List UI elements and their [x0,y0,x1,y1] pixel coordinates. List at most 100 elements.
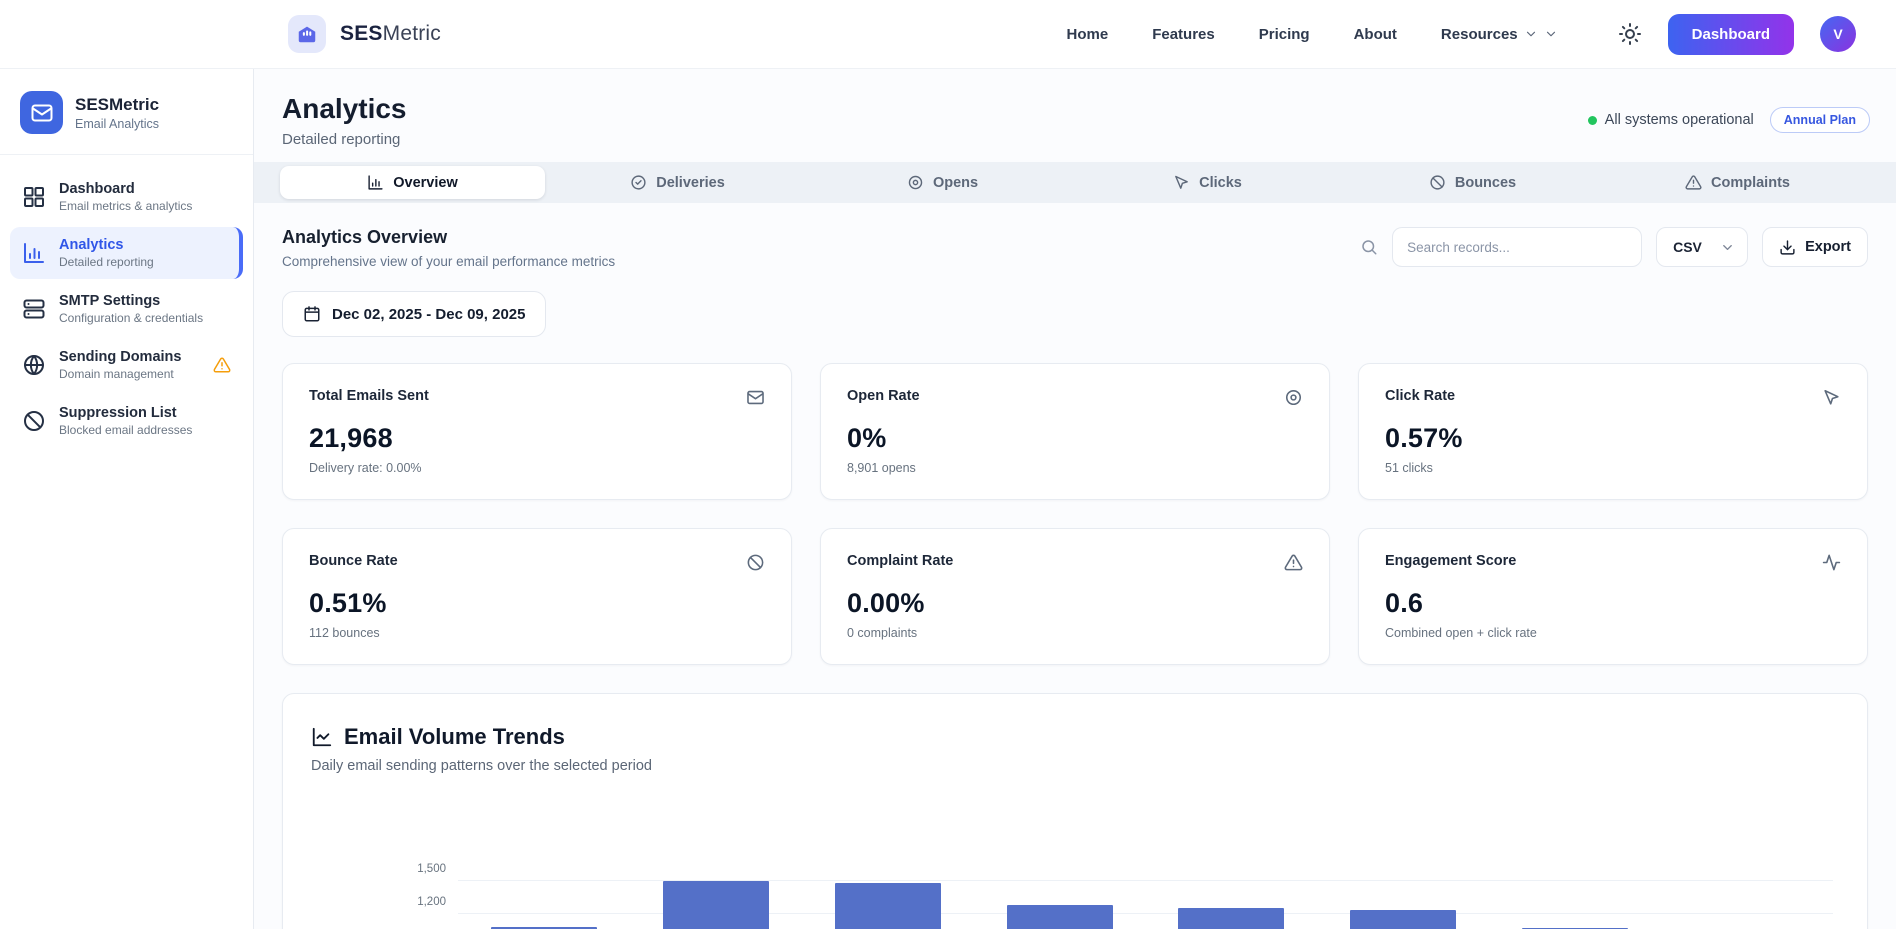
ban-icon [746,553,765,572]
nav-link-pricing[interactable]: Pricing [1258,25,1310,43]
status-dot [1587,115,1597,125]
mail-icon [746,388,765,407]
page-title: Analytics [282,93,407,124]
tab-complaints[interactable]: Complaints [1605,166,1870,199]
line-chart-icon [311,726,333,748]
target-icon [1284,388,1303,407]
export-format-value: CSV [1673,239,1702,255]
search-input[interactable] [1392,227,1643,267]
sidebar-item-sublabel: Blocked email addresses [59,423,193,437]
sidebar-item-sublabel: Email metrics & analytics [59,199,193,213]
export-label: Export [1805,239,1851,255]
sidebar-item-label: SMTP Settings [59,293,161,309]
date-range-picker[interactable]: Dec 02, 2025 - Dec 09, 2025 [282,291,547,337]
sidebar-item-suppression-list[interactable]: Suppression List Blocked email addresses [10,395,243,447]
metric-sublabel: Combined open + click rate [1385,626,1537,640]
metric-card-engagement-score: Engagement Score 0.6 Combined open + click… [1358,528,1868,665]
theme-toggle-sun-icon[interactable] [1618,22,1642,46]
main-content: Analytics Detailed reporting All systems… [254,69,1896,929]
y-axis-tick: 1,200 [417,896,446,908]
system-status: All systems operational [1587,112,1754,128]
chevron-down-icon [1720,240,1735,255]
sidebar-item-analytics[interactable]: Analytics Detailed reporting [10,227,243,279]
mail-icon [20,91,63,134]
warning-triangle-icon [213,356,231,374]
metric-value: 0.6 [1385,588,1424,618]
top-navbar: SESMetric Home Features Pricing About Resou… [0,0,1896,69]
tab-label: Overview [393,174,458,191]
tab-label: Deliveries [656,174,725,191]
chart-bar-4[interactable] [1006,904,1113,929]
brand-logo[interactable]: SESMetric [288,15,441,53]
email-volume-trends-card: Email Volume Trends Daily email sending … [282,693,1868,929]
tab-overview[interactable]: Overview [280,166,545,199]
sidebar-item-sending-domains[interactable]: Sending Domains Domain management [10,339,243,391]
tab-label: Bounces [1454,174,1517,191]
sidebar-subtitle: Email Analytics [75,116,160,131]
sidebar: SESMetric Email Analytics Dashboard Email… [0,69,254,929]
sidebar-item-label: Suppression List [59,405,177,421]
target-icon [907,174,924,191]
chart-title: Email Volume Trends [344,724,565,749]
cursor-icon [1822,388,1841,407]
metric-card-bounce-rate: Bounce Rate 0.51% 112 bounces [282,528,792,665]
dashboard-button[interactable]: Dashboard [1667,13,1794,55]
tab-label: Clicks [1199,174,1242,191]
tab-bounces[interactable]: Bounces [1340,166,1605,199]
tab-clicks[interactable]: Clicks [1075,166,1340,199]
sidebar-item-smtp-settings[interactable]: SMTP Settings Configuration & credentials [10,283,243,335]
metric-sublabel: 112 bounces [309,626,380,640]
page-subtitle: Detailed reporting [282,131,401,148]
metric-title: Complaint Rate [847,553,954,569]
sidebar-title: SESMetric [75,94,160,114]
ban-icon [22,409,46,433]
gridline [458,913,1833,914]
export-button[interactable]: Export [1762,227,1868,267]
chart-bar-7[interactable] [1522,927,1629,929]
export-format-select[interactable]: CSV [1656,227,1749,267]
y-axis-tick: 1,500 [417,862,446,875]
user-avatar[interactable]: V [1820,16,1856,52]
nav-link-about[interactable]: About [1353,25,1397,43]
metric-card-open-rate: Open Rate 0% 8,901 opens [820,363,1330,500]
chart-bar-1[interactable] [490,927,597,929]
chart-bar-6[interactable] [1350,909,1457,929]
sidebar-item-label: Dashboard [59,181,135,197]
metric-title: Engagement Score [1385,553,1517,569]
chevron-down-icon [1524,27,1538,41]
nav-link-resources[interactable]: Resources [1441,26,1558,43]
tab-label: Complaints [1711,174,1790,191]
cursor-icon [1173,174,1190,191]
sidebar-item-sublabel: Detailed reporting [59,255,154,269]
sidebar-item-label: Sending Domains [59,349,182,365]
metrics-grid: Total Emails Sent 21,968 Delivery rate: 0.… [282,363,1868,665]
nav-link-home[interactable]: Home [1066,25,1109,43]
plan-badge: Annual Plan [1769,107,1870,133]
server-icon [22,297,46,321]
download-icon [1779,239,1796,256]
metric-sublabel: 51 clicks [1385,461,1433,475]
tab-deliveries[interactable]: Deliveries [545,166,810,199]
sidebar-item-dashboard[interactable]: Dashboard Email metrics & analytics [10,171,243,223]
grid-icon [22,185,46,209]
chart-bar-5[interactable] [1178,908,1285,929]
sidebar-item-label: Analytics [59,237,124,253]
alert-triangle-icon [1685,174,1702,191]
tab-opens[interactable]: Opens [810,166,1075,199]
globe-icon [22,353,46,377]
gridline [458,879,1833,881]
search-icon [1360,238,1378,256]
activity-icon [1822,553,1841,572]
metric-title: Bounce Rate [309,553,398,569]
ban-icon [1429,174,1446,191]
nav-link-features[interactable]: Features [1152,25,1215,43]
chart-bar-3[interactable] [834,882,941,929]
section-subtitle: Comprehensive view of your email perform… [282,254,616,269]
metric-title: Open Rate [847,388,920,404]
metric-value: 21,968 [309,423,393,453]
status-text: All systems operational [1604,112,1754,128]
chart-bar-2[interactable] [662,881,769,929]
metric-value: 0% [847,423,887,453]
alert-triangle-icon [1284,553,1303,572]
